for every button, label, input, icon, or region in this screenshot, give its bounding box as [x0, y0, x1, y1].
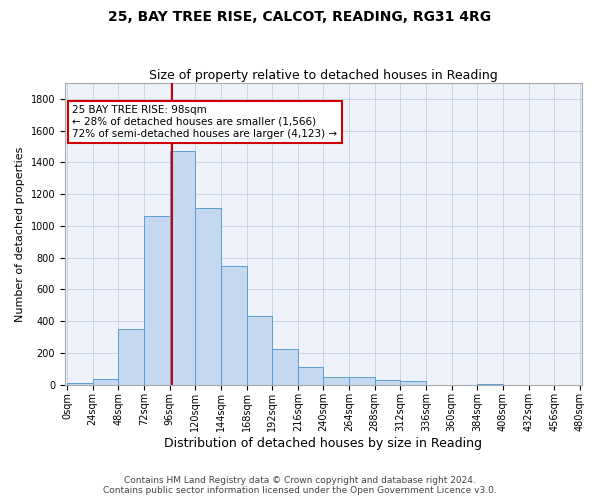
- Text: 25, BAY TREE RISE, CALCOT, READING, RG31 4RG: 25, BAY TREE RISE, CALCOT, READING, RG31…: [109, 10, 491, 24]
- Bar: [349, 378, 374, 384]
- Text: 25 BAY TREE RISE: 98sqm
← 28% of detached houses are smaller (1,566)
72% of semi: 25 BAY TREE RISE: 98sqm ← 28% of detache…: [73, 106, 338, 138]
- Bar: [144, 216, 170, 384]
- Bar: [195, 208, 221, 384]
- Bar: [118, 329, 144, 384]
- Bar: [298, 367, 323, 384]
- Bar: [92, 379, 118, 384]
- Y-axis label: Number of detached properties: Number of detached properties: [15, 146, 25, 322]
- Bar: [323, 376, 349, 384]
- Bar: [67, 383, 92, 384]
- Bar: [400, 382, 426, 384]
- Bar: [170, 152, 195, 384]
- X-axis label: Distribution of detached houses by size in Reading: Distribution of detached houses by size …: [164, 437, 482, 450]
- Text: Contains HM Land Registry data © Crown copyright and database right 2024.
Contai: Contains HM Land Registry data © Crown c…: [103, 476, 497, 495]
- Bar: [374, 380, 400, 384]
- Bar: [272, 349, 298, 384]
- Bar: [247, 316, 272, 384]
- Bar: [221, 266, 247, 384]
- Title: Size of property relative to detached houses in Reading: Size of property relative to detached ho…: [149, 69, 498, 82]
